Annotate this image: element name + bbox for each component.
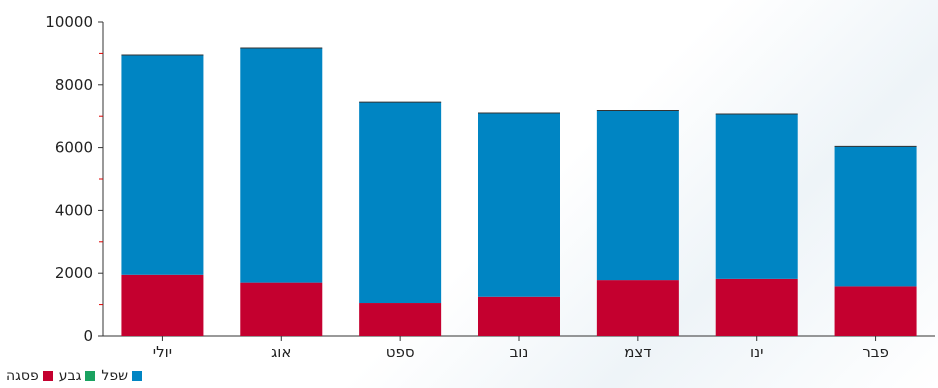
bar-segment (596, 110, 679, 281)
x-tick-label: יולי (153, 343, 172, 361)
legend-swatch-peak (42, 371, 53, 381)
bar-segment (834, 286, 917, 336)
x-tick-label: אוג (271, 343, 291, 361)
legend-label-low: שפל (101, 368, 129, 384)
legend-swatch-low (132, 371, 143, 381)
legend-item-peak[interactable]: פסגה (6, 368, 53, 384)
y-tick-label: 8000 (55, 76, 93, 94)
legend-label-mid: גבע (58, 368, 82, 384)
bar-segment (240, 282, 323, 336)
x-tick-label: נוב (510, 343, 529, 361)
x-tick-label: פבר (862, 343, 889, 361)
y-tick-label: 10000 (45, 13, 93, 31)
bar-segment (359, 303, 442, 336)
legend: שפל גבע פסגה (6, 366, 143, 386)
legend-swatch-mid (85, 371, 96, 381)
bar-segment (478, 113, 560, 297)
bar-segment (121, 54, 204, 275)
x-tick-label: ספט (386, 343, 415, 361)
bar-segment (715, 114, 798, 279)
bars (121, 47, 917, 336)
bar-segment (834, 146, 917, 287)
y-tick-label: 0 (83, 327, 93, 345)
y-tick-label: 4000 (55, 201, 93, 219)
legend-item-mid[interactable]: גבע (59, 368, 96, 384)
legend-item-low[interactable]: שפל (101, 368, 143, 384)
labels: 0 2000 4000 6000 8000 10000 יולי אוג ספט נוב דצמ ינ… (45, 13, 889, 361)
x-tick-label: ינו (750, 343, 763, 361)
x-tick-label: דצמ (624, 343, 651, 361)
legend-label-peak: פסגה (6, 368, 39, 384)
y-tick-label: 6000 (55, 139, 93, 157)
bar-segment (478, 296, 560, 336)
bar-segment (715, 278, 798, 336)
bar-segment (359, 102, 442, 304)
y-tick-label: 2000 (55, 264, 93, 282)
bar-segment (121, 274, 204, 336)
bar-segment (596, 280, 679, 336)
bar-segment (240, 48, 323, 283)
stacked-bar-chart: 0 2000 4000 6000 8000 10000 יולי אוג ספט נוב דצמ ינ… (45, 13, 935, 361)
